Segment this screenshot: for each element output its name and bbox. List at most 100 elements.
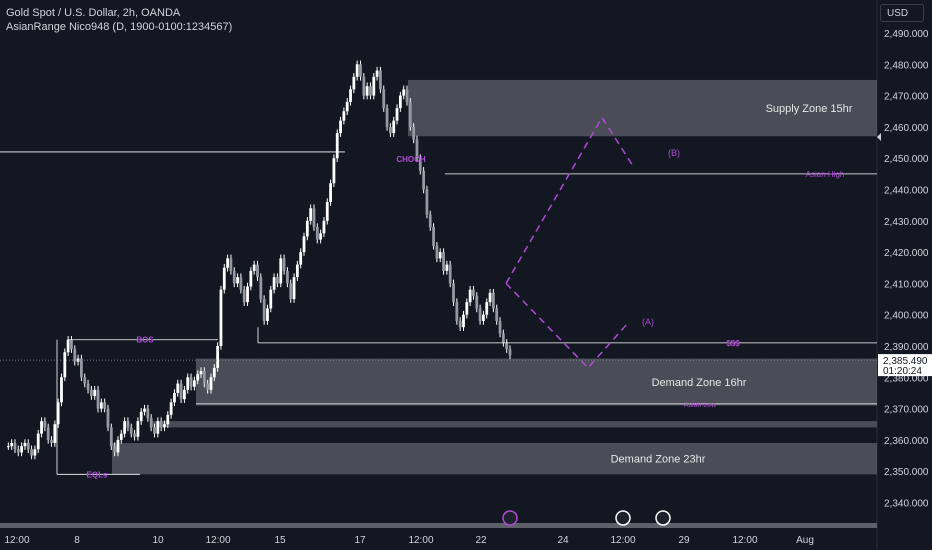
candle-body	[192, 380, 196, 387]
candle-body	[501, 333, 505, 343]
choch-label: CHOCH	[396, 155, 426, 164]
time-scroll-bar	[0, 523, 877, 528]
candle-body	[186, 377, 190, 390]
zone-label: Demand Zone 16hr	[652, 377, 747, 389]
candle-body	[425, 189, 429, 215]
candle-body	[159, 421, 163, 428]
candle-body	[252, 264, 256, 271]
candle-body	[365, 86, 369, 96]
candle-body	[382, 89, 386, 109]
candle-body	[219, 289, 223, 346]
candle-body	[109, 427, 113, 447]
candle-body	[485, 302, 489, 315]
eqls-label: EQLs	[87, 470, 108, 479]
candle-body	[405, 89, 409, 102]
candle-body	[435, 245, 439, 259]
candle-body	[286, 270, 289, 284]
liquidity-label: $$$	[726, 339, 740, 348]
candle-body	[402, 89, 406, 96]
candle-body	[355, 64, 359, 77]
candle-body	[149, 417, 153, 428]
candle-body	[202, 371, 206, 384]
candle-body	[505, 342, 509, 350]
price-tick-label: 2,410.000	[884, 279, 929, 290]
price-tick-label: 2,480.000	[884, 60, 929, 71]
price-tick-label: 2,400.000	[884, 311, 929, 322]
candle-body	[319, 233, 323, 240]
candle-body	[458, 320, 462, 328]
candle-body	[272, 277, 276, 290]
candle-body	[398, 95, 402, 109]
candle-body	[438, 252, 442, 259]
candle-body	[93, 389, 97, 397]
candle-body	[339, 120, 342, 134]
candle-body	[169, 402, 173, 415]
candle-body	[232, 270, 236, 284]
candle-body	[80, 358, 83, 378]
projection-path-b	[505, 116, 635, 284]
candle-body	[322, 220, 326, 234]
time-tick-label: 15	[274, 535, 286, 546]
candle-body	[475, 295, 479, 309]
price-tick-label: 2,430.000	[884, 217, 929, 228]
candle-body	[292, 277, 296, 300]
zone-label: Demand Zone 23hr	[611, 454, 706, 466]
bos-label: BOS	[136, 336, 154, 345]
price-tick-label: 2,420.000	[884, 248, 929, 259]
candle-body	[163, 424, 166, 428]
candle-body	[482, 314, 485, 321]
candle-body	[369, 86, 372, 96]
candle-body	[189, 377, 193, 387]
candle-body	[126, 421, 130, 428]
candle-body	[6, 446, 10, 448]
candle-body	[60, 377, 63, 403]
candle-body	[196, 374, 200, 381]
price-tick-label: 2,390.000	[884, 342, 929, 353]
candle-body	[143, 408, 146, 412]
candle-body	[385, 108, 389, 127]
candle-body	[242, 289, 246, 303]
candle-body	[56, 402, 60, 425]
candle-body	[349, 89, 352, 102]
candle-body	[153, 427, 156, 434]
time-tick-label: 8	[74, 535, 80, 546]
candle-body	[379, 70, 382, 90]
time-tick-label: 17	[354, 535, 366, 546]
candle-body	[222, 267, 226, 290]
currency-selector[interactable]: USD	[880, 4, 924, 22]
candle-body	[146, 408, 150, 418]
flag-event-icon	[655, 510, 671, 526]
axis-marker-icon	[877, 133, 881, 141]
candle-body	[309, 208, 313, 221]
candle-body	[408, 101, 412, 127]
flag-event-icon	[615, 510, 631, 526]
candle-body	[86, 383, 90, 390]
candle-body	[276, 277, 279, 284]
candle-body	[106, 408, 110, 428]
candle-body	[295, 264, 299, 278]
price-tick-label: 2,490.000	[884, 29, 929, 40]
price-tag-countdown: 01:20:24	[883, 366, 922, 377]
time-tick-label: 24	[557, 535, 569, 546]
projection-path-a	[505, 282, 628, 370]
candle-body	[418, 158, 422, 171]
candle-body	[36, 433, 40, 450]
candle-body	[123, 421, 127, 434]
candle-body	[359, 64, 362, 77]
candle-body	[342, 111, 346, 121]
chart-title: Gold Spot / U.S. Dollar, 2h, OANDA	[6, 7, 181, 19]
time-tick-label: 12:00	[610, 535, 635, 546]
candle-body	[96, 389, 100, 409]
candle-body	[43, 421, 47, 428]
price-tick-label: 2,380.000	[884, 373, 929, 384]
candle-body	[199, 371, 203, 375]
candle-body	[10, 443, 14, 447]
candle-body	[388, 126, 392, 134]
asian-high-label: Asian High	[806, 170, 845, 179]
candle-body	[289, 283, 293, 300]
price-tick-label: 2,340.000	[884, 499, 929, 510]
candle-body	[179, 383, 183, 400]
candle-body	[226, 258, 229, 268]
candle-body	[133, 433, 136, 437]
